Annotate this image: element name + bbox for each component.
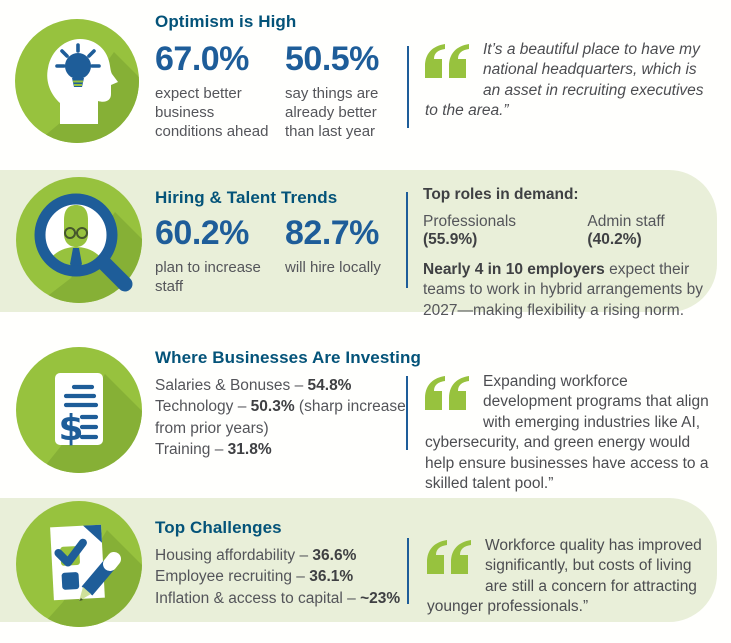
list-item: Inflation & access to capital – ~23% (155, 588, 423, 609)
section-divider (407, 46, 409, 128)
top-roles-box: Top roles in demand: Professionals (55.9… (423, 186, 715, 321)
item-label: Salaries & Bonuses – (155, 377, 308, 394)
list-item: Housing affordability – 36.6% (155, 545, 423, 566)
quote-icon (425, 376, 469, 410)
item-suffix: (sharp increase from prior years) (155, 398, 406, 437)
stat-value: 60.2% (155, 214, 249, 252)
stat-label: say things are already better than last … (285, 85, 379, 141)
list-item: Training – 31.8% (155, 439, 409, 460)
quote-text: It’s a beautiful place to have my nation… (425, 41, 704, 120)
section-heading-optimism: Optimism is High (155, 12, 297, 31)
list-item: Technology – 50.3% (sharp increase from … (155, 396, 409, 439)
quote-challenges: Workforce quality has improved significa… (427, 536, 715, 618)
svg-text:$: $ (58, 408, 83, 449)
role-admin-staff: Admin staff (40.2%) (587, 213, 715, 249)
roles-row: Professionals (55.9%) Admin staff (40.2%… (423, 213, 715, 249)
stat-expect-better: 67.0% expect better business conditions … (155, 42, 277, 142)
stat-already-better: 50.5% say things are already better than… (285, 42, 397, 142)
quote-text: Expanding workforce development programs… (425, 373, 709, 493)
stat-increase-staff: 60.2% plan to increase staff (155, 216, 275, 296)
challenges-list: Housing affordability – 36.6% Employee r… (155, 545, 423, 609)
quote-investing: Expanding workforce development programs… (425, 372, 719, 495)
investing-list: Salaries & Bonuses – 54.8% Technology – … (155, 375, 409, 461)
item-value: 50.3% (250, 398, 295, 416)
section-divider (407, 538, 409, 604)
role-value: (55.9%) (423, 231, 478, 248)
quote-optimism: It’s a beautiful place to have my nation… (425, 40, 717, 122)
item-value: 54.8% (307, 377, 352, 394)
head-lightbulb-icon (15, 19, 139, 143)
section-divider (406, 192, 408, 288)
item-label: Employee recruiting – (155, 568, 310, 586)
role-label: Professionals (423, 213, 517, 230)
magnifier-person-icon (16, 177, 142, 303)
section-divider (406, 376, 408, 450)
quote-icon (427, 540, 471, 574)
hybrid-note-bold: Nearly 4 in 10 employers (423, 261, 605, 278)
item-label: Housing affordability – (155, 547, 313, 564)
section-heading-challenges: Top Challenges (155, 518, 282, 537)
hybrid-note-rest: expect their teams to work in hybrid arr… (423, 261, 703, 319)
stat-label: plan to increase staff (155, 259, 261, 296)
item-label: Inflation & access to capital – (155, 589, 361, 607)
section-heading-hiring: Hiring & Talent Trends (155, 188, 338, 207)
role-label: Admin staff (587, 213, 665, 230)
stat-value: 82.7% (285, 214, 379, 252)
item-value: ~23% (360, 589, 401, 607)
top-roles-title: Top roles in demand: (423, 186, 579, 203)
invoice-dollar-icon: $ (16, 347, 142, 473)
stat-value: 67.0% (155, 40, 249, 78)
role-value: (40.2%) (587, 231, 642, 248)
quote-icon (425, 44, 469, 78)
quote-text: Workforce quality has improved significa… (427, 537, 702, 616)
hybrid-note: Nearly 4 in 10 employers expect their te… (423, 260, 715, 321)
role-professionals: Professionals (55.9%) (423, 213, 565, 249)
item-label: Technology – (155, 398, 251, 416)
section-heading-investing: Where Businesses Are Investing (155, 348, 421, 367)
list-item: Employee recruiting – 36.1% (155, 566, 423, 587)
stat-hire-locally: 82.7% will hire locally (285, 216, 395, 277)
stat-label: will hire locally (285, 259, 381, 276)
item-value: 31.8% (227, 441, 272, 459)
item-value: 36.6% (312, 547, 357, 564)
list-item: Salaries & Bonuses – 54.8% (155, 375, 409, 396)
checklist-pencil-icon (16, 501, 142, 627)
stat-label: expect better business conditions ahead (155, 85, 269, 141)
item-value: 36.1% (309, 568, 354, 586)
stat-value: 50.5% (285, 40, 379, 78)
item-label: Training – (155, 441, 228, 459)
